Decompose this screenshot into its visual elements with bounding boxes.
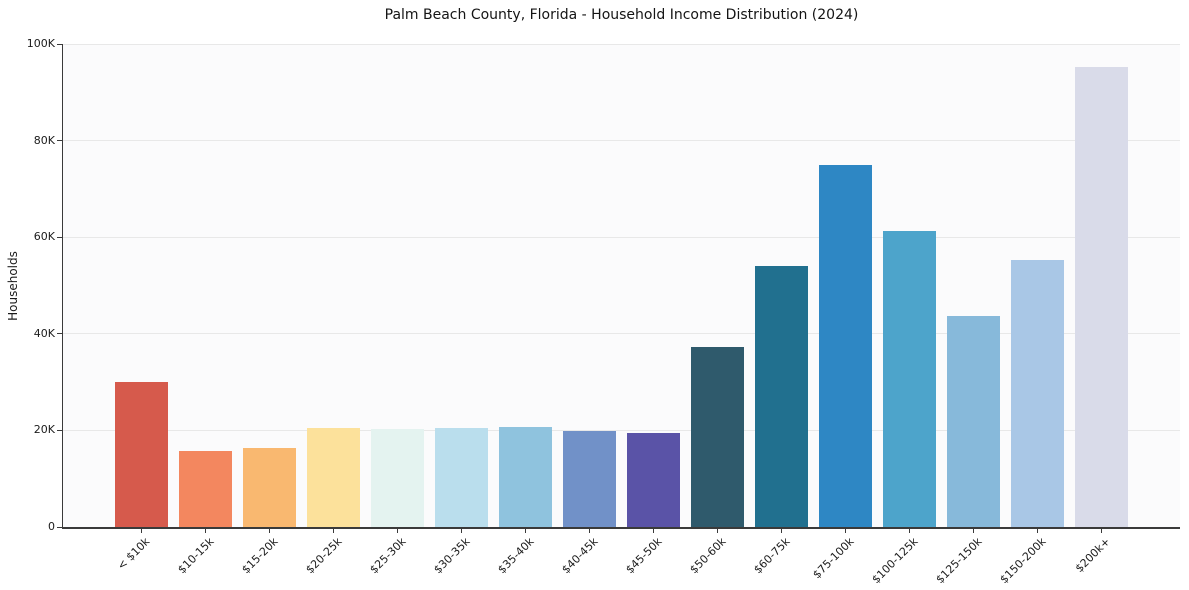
xtick-label-40-45k: $40-45k: [559, 535, 601, 577]
ytick-mark: [57, 526, 62, 528]
bar-125-150k: [947, 316, 1001, 527]
xtick-label-125-150k: $125-150k: [933, 535, 985, 587]
bar-100-125k: [883, 231, 937, 527]
ytick-label-0: 0: [48, 520, 55, 533]
xtick-mark: [717, 528, 719, 533]
gridline-80K: [63, 140, 1180, 142]
bar-40-45k: [562, 431, 617, 527]
xtick-mark: [332, 528, 334, 533]
xtick-label-75-100k: $75-100k: [810, 535, 857, 582]
ytick-mark: [57, 236, 62, 238]
ytick-mark: [57, 333, 62, 335]
ytick-label-100K: 100K: [26, 37, 55, 50]
xtick-label-20-25k: $20-25k: [303, 535, 345, 577]
xtick-mark: [909, 528, 911, 533]
bar-200k: [1075, 67, 1129, 527]
bar-20-25k: [306, 427, 360, 527]
bar-15-20k: [242, 447, 296, 527]
xtick-mark: [524, 528, 526, 533]
ytick-label-80K: 80K: [33, 133, 55, 147]
xtick-mark: [396, 528, 398, 533]
xtick-label-50-60k: $50-60k: [687, 535, 729, 577]
bar-10-15k: [178, 450, 232, 527]
xtick-mark: [781, 528, 783, 533]
xtick-label-150-200k: $150-200k: [997, 535, 1050, 587]
ytick-label-20K: 20K: [33, 423, 55, 437]
xtick-mark: [973, 528, 975, 533]
bar-30-35k: [434, 428, 488, 527]
bar-150-200k: [1011, 260, 1065, 527]
ytick-mark: [57, 140, 62, 142]
xtick-mark: [204, 528, 206, 533]
bar-45-50k: [626, 433, 681, 527]
bar-25-30k: [370, 429, 424, 527]
xtick-mark: [588, 528, 590, 533]
xtick-label-35-40k: $35-40k: [495, 535, 537, 577]
gridline-20K: [63, 429, 1180, 431]
chart-title: Palm Beach County, Florida - Household I…: [384, 7, 859, 23]
xtick-label-25-30k: $25-30k: [367, 535, 409, 577]
bar-60-75k: [755, 265, 809, 527]
ytick-mark: [57, 429, 62, 431]
plot-area: [63, 43, 1180, 527]
xtick-mark: [268, 528, 270, 533]
xtick-mark: [140, 528, 142, 533]
y-axis-label: Households: [0, 44, 26, 527]
xtick-label-30-35k: $30-35k: [431, 535, 473, 577]
xtick-label-10k: < $10k: [114, 535, 153, 573]
ytick-mark: [57, 43, 62, 45]
xtick-mark: [1037, 528, 1039, 533]
bar-50-60k: [690, 346, 745, 527]
xtick-label-200k: $200k+: [1073, 535, 1114, 576]
y-axis-spine: [62, 44, 63, 528]
bar-35-40k: [498, 427, 552, 527]
xtick-label-45-50k: $45-50k: [623, 535, 665, 577]
xtick-mark: [653, 528, 655, 533]
y-axis-label-text: Households: [6, 250, 21, 321]
gridline-100K: [63, 43, 1180, 45]
xtick-label-100-125k: $100-125k: [869, 535, 921, 587]
gridline-40K: [63, 333, 1180, 335]
bar-10k: [114, 382, 168, 527]
xtick-mark: [460, 528, 462, 533]
ytick-label-40K: 40K: [33, 326, 55, 340]
gridline-60K: [63, 236, 1180, 238]
xtick-mark: [1101, 528, 1103, 533]
xtick-label-60-75k: $60-75k: [751, 535, 793, 577]
xtick-label-15-20k: $15-20k: [239, 535, 281, 577]
x-axis-spine: [62, 527, 1180, 529]
xtick-label-10-15k: $10-15k: [175, 535, 217, 577]
bar-75-100k: [819, 164, 873, 527]
xtick-mark: [845, 528, 847, 533]
ytick-label-60K: 60K: [33, 230, 55, 244]
